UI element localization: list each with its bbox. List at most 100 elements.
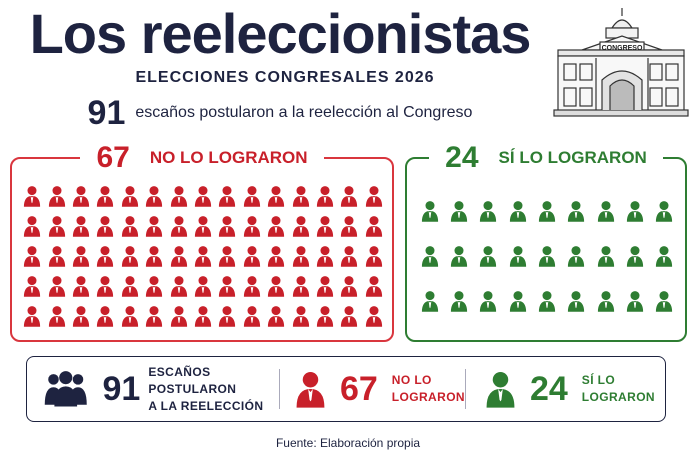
person-icon [292,186,309,207]
person-icon [421,290,438,312]
person-figure [118,181,142,211]
person-figure [264,181,288,211]
person-icon [24,276,41,297]
person-icon [121,306,138,327]
person-icon [656,201,673,223]
person-icon [146,216,163,237]
person-figure [620,234,649,279]
person-icon [316,186,334,207]
person-icon [292,246,309,267]
person-figure [264,211,288,241]
person-icon [121,216,138,237]
person-figure [620,189,649,234]
person-icon [450,246,468,267]
person-figure [562,189,591,234]
person-figure [20,241,44,271]
person-figure [44,271,68,301]
person-icon [597,246,614,267]
person-figure [288,241,312,271]
person-icon [292,306,309,327]
person-icon [480,290,497,312]
person-icon [626,201,644,223]
summary-bar: 91 ESCAÑOS POSTULARON A LA REELECCIÓN 67… [26,356,666,422]
person-icon [268,276,285,297]
person-icon [219,276,236,297]
person-figure [118,301,142,331]
person-icon [341,276,358,297]
person-icon [170,216,187,237]
person-figure [191,271,215,301]
person-figure [313,241,337,271]
person-icon [121,276,138,297]
person-figure [288,301,312,331]
person-icon [341,186,358,207]
person-figure [118,241,142,271]
person-icon [296,371,325,408]
person-figure [337,181,361,211]
subtitle: ELECCIONES CONGRESALES 2026 [127,69,443,86]
person-icon [97,186,114,207]
person-figure [166,241,190,271]
person-icon [194,216,212,237]
person-icon [538,246,556,267]
failed-panel: 67 NO LO LOGRARON [10,141,394,342]
failed-count: 67 [88,141,138,175]
summary-succeeded-label-1: SÍ LO [581,373,616,387]
person-figure [142,211,166,241]
person-icon [509,290,526,312]
person-icon [146,186,163,207]
person-icon [146,276,163,297]
person-icon [268,186,285,207]
person-figure [93,181,117,211]
person-figure [313,301,337,331]
person-icon [597,201,614,223]
person-figure [215,271,239,301]
person-figure [215,301,239,331]
person-icon [568,290,585,312]
person-figure [650,234,679,279]
person-figure [44,211,68,241]
person-icon [194,186,212,207]
person-figure [44,301,68,331]
person-icon [268,246,285,267]
person-figure [20,181,44,211]
person-figure [562,234,591,279]
person-figure [240,241,264,271]
person-figure [532,189,561,234]
person-figure [415,278,444,323]
person-figure [93,271,117,301]
person-icon [365,186,382,207]
succeeded-label: SÍ LO LOGRARON [490,141,655,175]
person-icon [656,246,673,267]
person-icon [48,276,65,297]
summary-divider [279,369,280,409]
person-icon [421,246,438,267]
total-row: 91 escaños postularon a la reelección al … [0,95,560,131]
person-figure [313,181,337,211]
person-icon [450,290,468,312]
person-figure [337,241,361,271]
person-icon [194,306,212,327]
person-icon [568,201,585,223]
person-icon [486,371,515,408]
person-icon [243,216,260,237]
person-icon [292,276,309,297]
person-icon [365,216,382,237]
person-icon [219,216,236,237]
person-figure [142,181,166,211]
building-sign: CONGRESO [602,45,643,52]
person-icon [316,246,334,267]
summary-failed-value: 67 [339,369,378,408]
person-icon [48,186,65,207]
person-figure [288,271,312,301]
person-icon [292,216,309,237]
person-icon [341,216,358,237]
person-icon [72,306,90,327]
person-icon [450,201,468,223]
person-figure [591,278,620,323]
person-icon [268,306,285,327]
person-figure [93,301,117,331]
person-figure [650,189,679,234]
summary-total: 91 ESCAÑOS POSTULARON A LA REELECCIÓN [43,357,283,421]
person-icon [146,246,163,267]
